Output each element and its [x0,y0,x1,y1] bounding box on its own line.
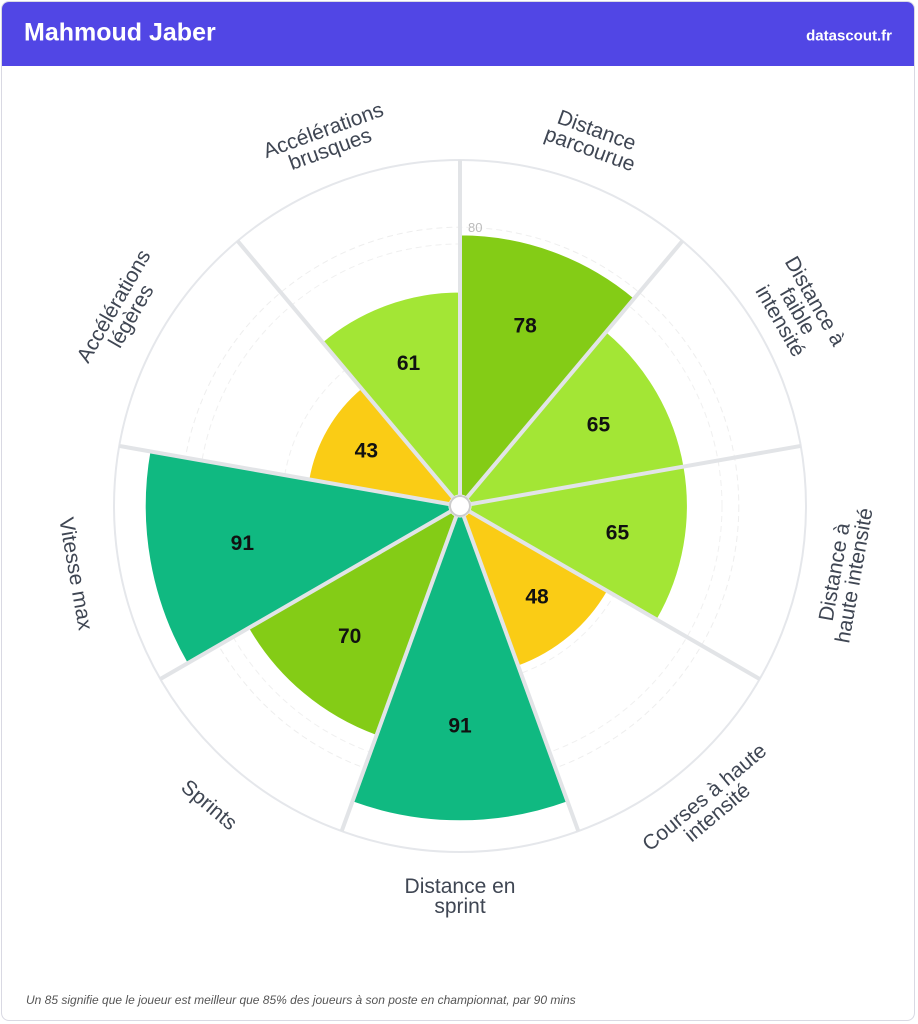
footnote: Un 85 signifie que le joueur est meilleu… [26,993,576,1007]
y-tick-label: 80 [468,220,482,235]
value-label: 78 [513,315,537,338]
value-label: 48 [525,585,549,608]
divider [467,509,761,681]
category-line: Sprints [177,775,242,835]
category-line: sprint [434,895,486,918]
category-label: Vitesse max [54,516,97,633]
category-label: Sprints [177,775,242,835]
value-label: 65 [606,521,630,544]
divider [461,514,581,832]
divider [236,239,456,500]
site-name: datascout.fr [806,27,892,45]
center-hole [449,495,471,517]
category-line: Distance en [405,875,516,898]
value-label: 91 [448,715,472,738]
player-name: Mahmoud Jaber [24,18,216,47]
divider [339,514,459,832]
value-label: 43 [355,439,378,462]
category-label: Distance àhaute intensité [812,503,878,645]
header: Mahmoud Jaber datascout.fr [2,2,914,66]
divider [464,239,684,500]
value-label: 61 [397,352,421,375]
divider [118,443,451,507]
category-label: Distance en sprint [405,875,516,918]
category-label: Accélérationsbrusques [260,98,393,182]
divider [469,443,802,507]
value-label: 65 [587,414,611,437]
divider [159,509,453,681]
category-label: Distanceparcourue [541,104,645,177]
value-label: 70 [338,625,361,648]
value-label: 91 [231,532,255,555]
category-line: Vitesse max [54,516,97,633]
